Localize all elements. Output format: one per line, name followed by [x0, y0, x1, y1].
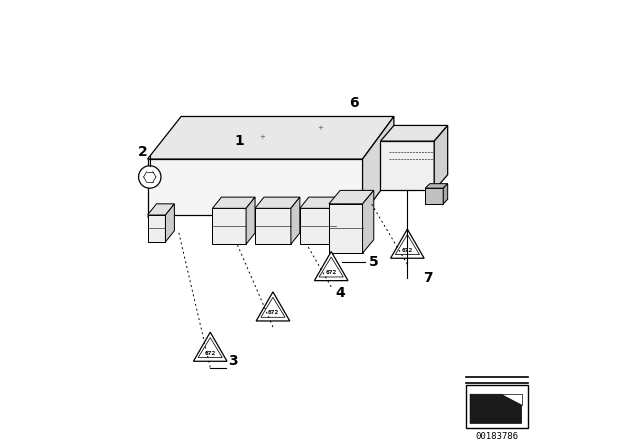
Polygon shape	[319, 257, 343, 277]
Polygon shape	[291, 197, 300, 244]
Polygon shape	[425, 188, 443, 204]
Polygon shape	[147, 211, 165, 217]
Polygon shape	[165, 204, 174, 242]
Text: 672: 672	[268, 310, 278, 315]
Polygon shape	[396, 235, 419, 254]
Polygon shape	[261, 297, 285, 317]
Polygon shape	[193, 332, 227, 361]
Text: 672: 672	[205, 351, 216, 356]
Polygon shape	[246, 197, 255, 244]
Polygon shape	[380, 125, 448, 141]
Polygon shape	[443, 184, 448, 204]
Text: 00183786: 00183786	[476, 432, 518, 441]
Polygon shape	[335, 197, 344, 244]
Text: 3: 3	[228, 353, 237, 368]
Text: 7: 7	[422, 271, 433, 285]
Polygon shape	[255, 197, 300, 208]
Polygon shape	[147, 208, 165, 237]
Polygon shape	[502, 394, 522, 405]
Polygon shape	[147, 159, 362, 215]
Polygon shape	[425, 184, 448, 188]
Polygon shape	[380, 141, 435, 190]
Polygon shape	[329, 204, 362, 253]
Polygon shape	[300, 208, 335, 244]
Polygon shape	[390, 229, 424, 258]
Text: +: +	[317, 125, 323, 131]
Polygon shape	[362, 190, 374, 253]
Polygon shape	[362, 116, 394, 215]
Polygon shape	[470, 394, 522, 423]
Text: 672: 672	[326, 270, 337, 275]
Polygon shape	[329, 190, 374, 204]
Bar	[465, 385, 528, 428]
Text: 4: 4	[335, 286, 345, 301]
Text: 5: 5	[369, 255, 379, 269]
Circle shape	[138, 166, 161, 188]
Polygon shape	[300, 197, 344, 208]
Polygon shape	[212, 208, 246, 244]
Text: 672: 672	[402, 248, 413, 253]
Polygon shape	[147, 215, 165, 242]
Polygon shape	[256, 292, 290, 321]
Polygon shape	[147, 116, 394, 159]
Polygon shape	[212, 197, 255, 208]
Polygon shape	[198, 338, 222, 358]
Polygon shape	[255, 208, 291, 244]
Text: 2: 2	[138, 145, 148, 159]
Polygon shape	[147, 204, 174, 215]
Text: 6: 6	[349, 96, 358, 110]
Polygon shape	[435, 125, 448, 190]
Polygon shape	[314, 251, 348, 280]
Text: +: +	[259, 134, 265, 140]
Text: 1: 1	[234, 134, 244, 148]
